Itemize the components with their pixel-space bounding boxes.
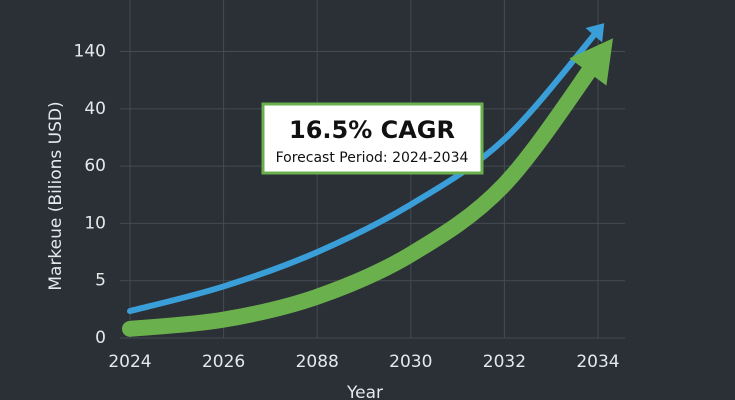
- arrowhead: [569, 38, 614, 86]
- arrowhead: [585, 23, 605, 43]
- x-tick-label: 2034: [576, 352, 619, 372]
- x-tick-label: 2026: [202, 352, 245, 372]
- plot: [122, 23, 614, 337]
- grid: 0 5 10 60 40 140 2024 2026 2088 2030 2032 2034: [74, 0, 625, 372]
- y-tick-label: 5: [95, 271, 106, 291]
- x-tick-label: 2024: [108, 352, 151, 372]
- y-tick-label: 60: [84, 156, 106, 176]
- y-tick-label: 140: [74, 42, 106, 62]
- y-tick-label: 10: [84, 213, 106, 233]
- y-tick-label: 0: [95, 328, 106, 348]
- x-tick-label: 2088: [296, 352, 339, 372]
- x-axis-label: Year: [346, 383, 383, 400]
- annotation: 16.5% CAGR Forecast Period: 2024-2034: [261, 102, 484, 175]
- x-tick-label: 2030: [389, 352, 432, 372]
- x-tick-label: 2032: [483, 352, 526, 372]
- annotation-title: 16.5% CAGR: [289, 116, 455, 144]
- annotation-box: [261, 102, 484, 175]
- line-series: [127, 27, 601, 315]
- y-tick-label: 40: [84, 99, 106, 119]
- annotation-text: Forecast Period: 2024-2034: [276, 150, 469, 166]
- line-series: [122, 50, 606, 337]
- y-axis-label: Markeue (Bilions USD): [46, 101, 66, 290]
